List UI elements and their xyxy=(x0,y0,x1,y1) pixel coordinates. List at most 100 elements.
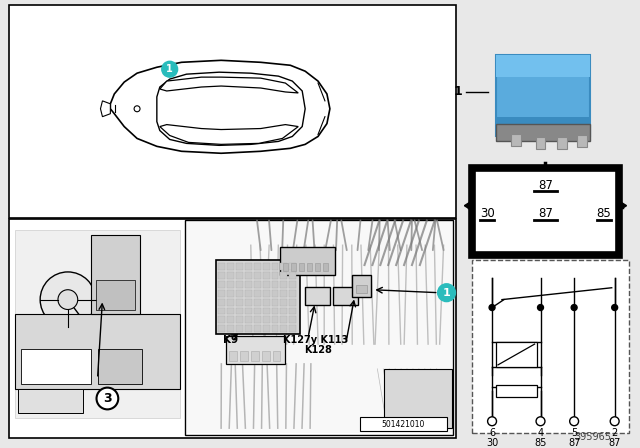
FancyBboxPatch shape xyxy=(289,316,296,323)
FancyBboxPatch shape xyxy=(271,307,278,314)
FancyBboxPatch shape xyxy=(557,138,567,149)
Polygon shape xyxy=(110,60,330,153)
FancyBboxPatch shape xyxy=(289,281,296,288)
FancyBboxPatch shape xyxy=(227,299,234,306)
FancyBboxPatch shape xyxy=(236,307,243,314)
FancyBboxPatch shape xyxy=(511,134,521,146)
FancyBboxPatch shape xyxy=(236,290,243,297)
Text: 6: 6 xyxy=(489,428,495,438)
FancyBboxPatch shape xyxy=(253,325,260,332)
FancyBboxPatch shape xyxy=(12,220,184,435)
FancyBboxPatch shape xyxy=(289,290,296,297)
FancyBboxPatch shape xyxy=(280,325,287,332)
FancyBboxPatch shape xyxy=(356,285,367,293)
FancyBboxPatch shape xyxy=(351,275,371,297)
FancyBboxPatch shape xyxy=(184,220,454,435)
FancyBboxPatch shape xyxy=(218,272,225,279)
FancyBboxPatch shape xyxy=(271,316,278,323)
FancyBboxPatch shape xyxy=(227,281,234,288)
Text: 87: 87 xyxy=(538,207,553,220)
FancyBboxPatch shape xyxy=(253,272,260,279)
FancyBboxPatch shape xyxy=(360,417,447,431)
FancyBboxPatch shape xyxy=(271,299,278,306)
FancyBboxPatch shape xyxy=(227,272,234,279)
FancyBboxPatch shape xyxy=(262,272,269,279)
FancyBboxPatch shape xyxy=(236,299,243,306)
FancyBboxPatch shape xyxy=(15,230,180,418)
Circle shape xyxy=(438,284,456,302)
FancyBboxPatch shape xyxy=(236,316,243,323)
FancyBboxPatch shape xyxy=(236,263,243,270)
FancyBboxPatch shape xyxy=(236,281,243,288)
FancyBboxPatch shape xyxy=(253,281,260,288)
FancyBboxPatch shape xyxy=(262,325,269,332)
FancyBboxPatch shape xyxy=(333,287,358,305)
Circle shape xyxy=(610,417,619,426)
Polygon shape xyxy=(160,77,298,93)
FancyBboxPatch shape xyxy=(240,351,248,361)
Text: 30: 30 xyxy=(480,207,495,220)
FancyBboxPatch shape xyxy=(271,263,278,270)
FancyBboxPatch shape xyxy=(218,290,225,297)
FancyBboxPatch shape xyxy=(218,325,225,332)
FancyBboxPatch shape xyxy=(273,351,280,361)
FancyBboxPatch shape xyxy=(245,290,252,297)
Text: K127y K113: K127y K113 xyxy=(284,335,349,345)
Circle shape xyxy=(570,417,579,426)
Text: 87: 87 xyxy=(538,179,553,192)
FancyBboxPatch shape xyxy=(8,5,456,218)
FancyBboxPatch shape xyxy=(262,351,269,361)
Text: 85: 85 xyxy=(534,438,547,448)
FancyBboxPatch shape xyxy=(227,307,234,314)
FancyBboxPatch shape xyxy=(95,280,135,310)
FancyBboxPatch shape xyxy=(289,272,296,279)
FancyBboxPatch shape xyxy=(251,351,259,361)
FancyBboxPatch shape xyxy=(218,299,225,306)
Polygon shape xyxy=(157,72,305,145)
FancyBboxPatch shape xyxy=(291,263,296,271)
FancyBboxPatch shape xyxy=(284,263,289,271)
FancyBboxPatch shape xyxy=(253,299,260,306)
FancyBboxPatch shape xyxy=(280,290,287,297)
FancyBboxPatch shape xyxy=(245,307,252,314)
FancyBboxPatch shape xyxy=(8,219,456,438)
Polygon shape xyxy=(619,201,627,211)
FancyBboxPatch shape xyxy=(262,263,269,270)
FancyBboxPatch shape xyxy=(253,316,260,323)
Circle shape xyxy=(612,305,618,310)
FancyBboxPatch shape xyxy=(245,316,252,323)
Text: 5: 5 xyxy=(571,428,577,438)
FancyBboxPatch shape xyxy=(21,349,91,383)
FancyBboxPatch shape xyxy=(271,272,278,279)
FancyBboxPatch shape xyxy=(280,263,287,270)
FancyBboxPatch shape xyxy=(496,116,590,137)
FancyBboxPatch shape xyxy=(218,307,225,314)
Text: 85: 85 xyxy=(596,207,611,220)
FancyBboxPatch shape xyxy=(245,299,252,306)
FancyBboxPatch shape xyxy=(229,351,237,361)
Circle shape xyxy=(488,417,497,426)
FancyBboxPatch shape xyxy=(245,281,252,288)
Text: 1: 1 xyxy=(443,288,451,298)
Text: 2: 2 xyxy=(612,428,618,438)
FancyBboxPatch shape xyxy=(218,263,225,270)
FancyBboxPatch shape xyxy=(218,281,225,288)
FancyBboxPatch shape xyxy=(271,325,278,332)
FancyBboxPatch shape xyxy=(280,316,287,323)
Circle shape xyxy=(538,305,543,310)
Circle shape xyxy=(536,417,545,426)
Text: K128: K128 xyxy=(304,345,332,355)
FancyBboxPatch shape xyxy=(245,263,252,270)
Polygon shape xyxy=(100,101,110,116)
FancyBboxPatch shape xyxy=(315,263,320,271)
FancyBboxPatch shape xyxy=(271,290,278,297)
FancyBboxPatch shape xyxy=(271,281,278,288)
Text: K9: K9 xyxy=(223,335,239,345)
FancyBboxPatch shape xyxy=(289,263,296,270)
FancyBboxPatch shape xyxy=(280,281,287,288)
Text: 87: 87 xyxy=(609,438,621,448)
FancyBboxPatch shape xyxy=(262,290,269,297)
Circle shape xyxy=(489,305,495,310)
FancyBboxPatch shape xyxy=(253,263,260,270)
FancyBboxPatch shape xyxy=(15,314,180,388)
